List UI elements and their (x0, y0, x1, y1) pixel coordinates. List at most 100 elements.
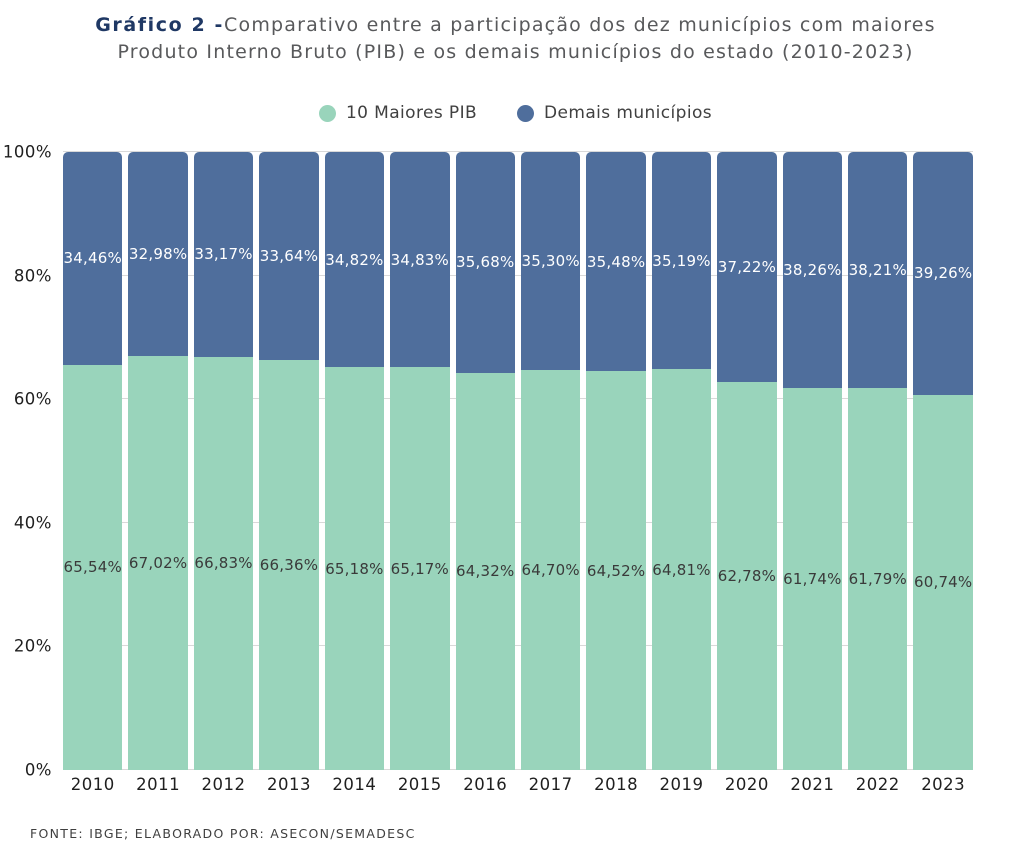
segment-value-label: 34,82% (325, 250, 384, 269)
gridline (63, 645, 973, 647)
segment-maiores-2019: 64,81% (651, 369, 712, 770)
segment-value-label: 66,83% (194, 554, 253, 573)
bar-2015: 34,83% 65,17% (390, 152, 450, 770)
segment-value-label: 64,81% (652, 560, 711, 579)
bar-2014: 34,82% 65,18% (324, 152, 385, 770)
gridline (63, 274, 973, 276)
bars: 34,46% 65,54% 32,98% 67,02% 33,17% 66,83% 33,6… (63, 152, 973, 770)
source-note: FONTE: IBGE; ELABORADO POR: ASECON/SEMAD… (30, 826, 416, 841)
segment-value-label: 61,79% (848, 570, 907, 589)
segment-value-label: 37,22% (717, 258, 777, 276)
y-tick-label: 100% (2, 142, 52, 162)
plot-area: 34,46% 65,54% 32,98% 67,02% 33,17% 66,83% 33,6… (63, 151, 973, 770)
bar-2021: 38,26% 61,74% (782, 152, 843, 770)
legend-dot-icon (318, 104, 336, 122)
segment-value-label: 60,74% (913, 573, 973, 592)
segment-value-label: 34,83% (390, 250, 450, 269)
y-tick-label: 0% (24, 760, 52, 780)
bar-2023: 39,26% 60,74% (913, 152, 973, 770)
x-tick-label-2016: 2016 (463, 775, 508, 794)
segment-maiores-2015: 65,17% (390, 367, 450, 770)
segment-maiores-2011: 67,02% (128, 355, 188, 770)
segment-maiores-2010: 65,54% (63, 364, 123, 770)
segment-maiores-2017: 64,70% (520, 370, 581, 770)
segment-value-label: 64,70% (521, 561, 580, 580)
segment-maiores-2021: 61,74% (782, 388, 843, 770)
x-axis-labels: 2010 2011 2012 2013 2014 2015 2016 2017 2018 2019… (63, 775, 973, 794)
x-tick-label-2022: 2022 (855, 775, 900, 794)
gridline (63, 398, 973, 400)
segment-maiores-2018: 64,52% (586, 371, 646, 770)
segment-value-label: 67,02% (128, 553, 188, 572)
x-tick-label-2020: 2020 (724, 775, 769, 794)
segment-demais-2016: 35,68% (455, 152, 515, 373)
legend-label: Demais municípios (544, 103, 713, 123)
segment-maiores-2012: 66,83% (193, 356, 254, 770)
gridline (63, 151, 973, 152)
x-tick-label-2012: 2012 (201, 775, 246, 794)
segment-maiores-2020: 62,78% (717, 382, 777, 770)
legend-item-0: 10 Maiores PIB (318, 103, 477, 123)
x-tick-label-2019: 2019 (659, 775, 704, 794)
y-tick-label: 60% (13, 389, 52, 409)
segment-demais-2014: 34,82% (324, 152, 385, 368)
segment-demais-2017: 35,30% (520, 152, 581, 371)
segment-maiores-2023: 60,74% (913, 394, 973, 770)
segment-demais-2020: 37,22% (717, 152, 777, 383)
bar-2010: 34,46% 65,54% (63, 152, 123, 770)
segment-demais-2010: 34,46% (63, 152, 123, 365)
segment-demais-2023: 39,26% (913, 152, 973, 395)
bar-2018: 35,48% 64,52% (586, 152, 646, 770)
bar-2020: 37,22% 62,78% (717, 152, 777, 770)
x-tick-label-2017: 2017 (528, 775, 573, 794)
segment-value-label: 35,19% (652, 251, 711, 270)
segment-demais-2019: 35,19% (651, 152, 712, 370)
bar-2017: 35,30% 64,70% (520, 152, 581, 770)
segment-maiores-2013: 66,36% (259, 359, 319, 770)
segment-demais-2021: 38,26% (782, 152, 843, 389)
gridline (63, 769, 973, 770)
chart-area: 0% 20% 40% 60% 80% 100% 34,46% 65,54% 32,98% 67,… (0, 143, 1031, 780)
legend-item-1: Demais municípios (517, 103, 712, 123)
segment-value-label: 64,52% (586, 561, 646, 580)
chart-title-line1: Comparativo entre a participação dos dez… (224, 14, 936, 36)
bar-2013: 33,64% 66,36% (259, 152, 319, 770)
segment-demais-2011: 32,98% (128, 152, 188, 356)
legend: 10 Maiores PIB Demais municípios (0, 103, 1031, 123)
segment-demais-2022: 38,21% (848, 152, 908, 389)
segment-value-label: 33,64% (259, 246, 319, 265)
x-tick-label-2018: 2018 (594, 775, 639, 794)
segment-value-label: 64,32% (456, 562, 515, 581)
segment-value-label: 62,78% (717, 567, 777, 585)
segment-demais-2015: 34,83% (390, 152, 450, 368)
segment-maiores-2022: 61,79% (848, 388, 908, 770)
segment-value-label: 61,74% (783, 570, 842, 589)
segment-value-label: 33,17% (194, 245, 253, 264)
x-tick-label-2014: 2014 (332, 775, 377, 794)
segment-value-label: 65,54% (63, 558, 122, 577)
segment-value-label: 32,98% (128, 244, 188, 263)
y-tick-label: 40% (13, 513, 52, 533)
y-tick-label: 80% (13, 266, 52, 286)
segment-value-label: 35,68% (456, 253, 515, 272)
segment-demais-2012: 33,17% (193, 152, 254, 357)
segment-maiores-2016: 64,32% (455, 372, 515, 770)
segment-value-label: 38,21% (848, 261, 907, 280)
y-axis-labels: 0% 20% 40% 60% 80% 100% (0, 143, 56, 780)
x-tick-label-2010: 2010 (70, 775, 115, 794)
segment-value-label: 65,17% (390, 559, 450, 578)
chart-title-line2: Produto Interno Bruto (PIB) e os demais … (117, 41, 914, 63)
segment-value-label: 35,30% (521, 252, 580, 271)
x-tick-label-2023: 2023 (921, 775, 966, 794)
bar-2022: 38,21% 61,79% (848, 152, 908, 770)
segment-value-label: 65,18% (325, 559, 384, 578)
segment-demais-2018: 35,48% (586, 152, 646, 372)
y-tick-label: 20% (13, 636, 52, 656)
bar-2016: 35,68% 64,32% (455, 152, 515, 770)
segment-value-label: 39,26% (913, 264, 973, 283)
segment-demais-2013: 33,64% (259, 152, 319, 360)
segment-maiores-2014: 65,18% (324, 367, 385, 770)
chart-title: Gráfico 2 -Comparativo entre a participa… (0, 12, 1031, 66)
segment-value-label: 38,26% (783, 261, 842, 280)
